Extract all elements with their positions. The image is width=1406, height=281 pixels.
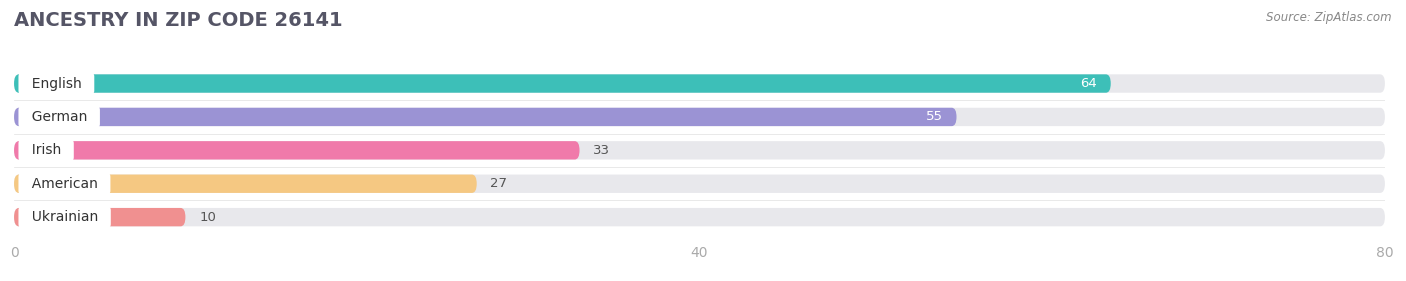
Text: 10: 10	[200, 211, 217, 224]
FancyBboxPatch shape	[14, 141, 579, 160]
Text: 27: 27	[491, 177, 508, 190]
Text: English: English	[22, 76, 90, 90]
Text: ANCESTRY IN ZIP CODE 26141: ANCESTRY IN ZIP CODE 26141	[14, 11, 343, 30]
FancyBboxPatch shape	[14, 175, 1385, 193]
FancyBboxPatch shape	[14, 74, 1385, 93]
Text: Source: ZipAtlas.com: Source: ZipAtlas.com	[1267, 11, 1392, 24]
Text: 55: 55	[925, 110, 943, 123]
Text: Irish: Irish	[22, 143, 70, 157]
Text: 33: 33	[593, 144, 610, 157]
FancyBboxPatch shape	[14, 208, 1385, 226]
FancyBboxPatch shape	[14, 74, 1111, 93]
Text: Ukrainian: Ukrainian	[22, 210, 107, 224]
Text: German: German	[22, 110, 96, 124]
FancyBboxPatch shape	[14, 208, 186, 226]
Text: American: American	[22, 177, 107, 191]
FancyBboxPatch shape	[14, 108, 1385, 126]
Text: 64: 64	[1080, 77, 1097, 90]
FancyBboxPatch shape	[14, 108, 956, 126]
FancyBboxPatch shape	[14, 175, 477, 193]
FancyBboxPatch shape	[14, 141, 1385, 160]
